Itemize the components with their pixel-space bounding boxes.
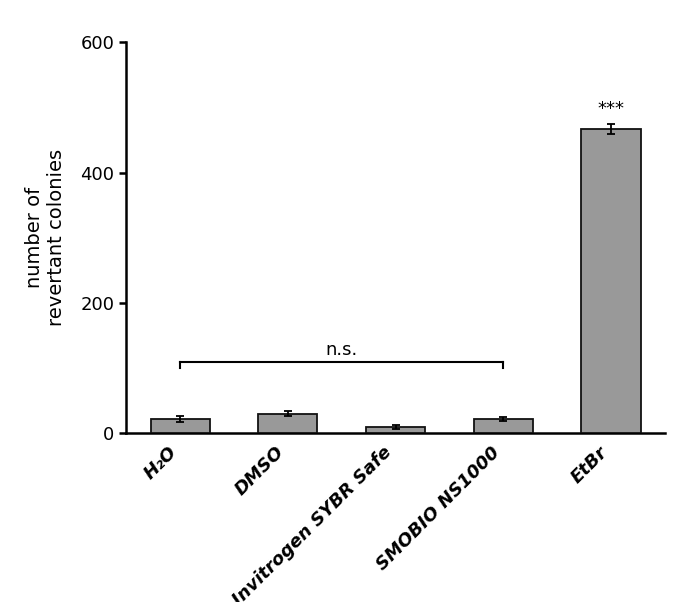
Bar — [366, 427, 425, 433]
Text: ***: *** — [597, 101, 624, 119]
Bar — [474, 419, 533, 433]
Bar — [258, 414, 317, 433]
Bar — [581, 129, 640, 433]
Text: n.s.: n.s. — [326, 341, 358, 359]
Bar — [150, 419, 210, 433]
Y-axis label: number of
revertant colonies: number of revertant colonies — [25, 149, 66, 326]
